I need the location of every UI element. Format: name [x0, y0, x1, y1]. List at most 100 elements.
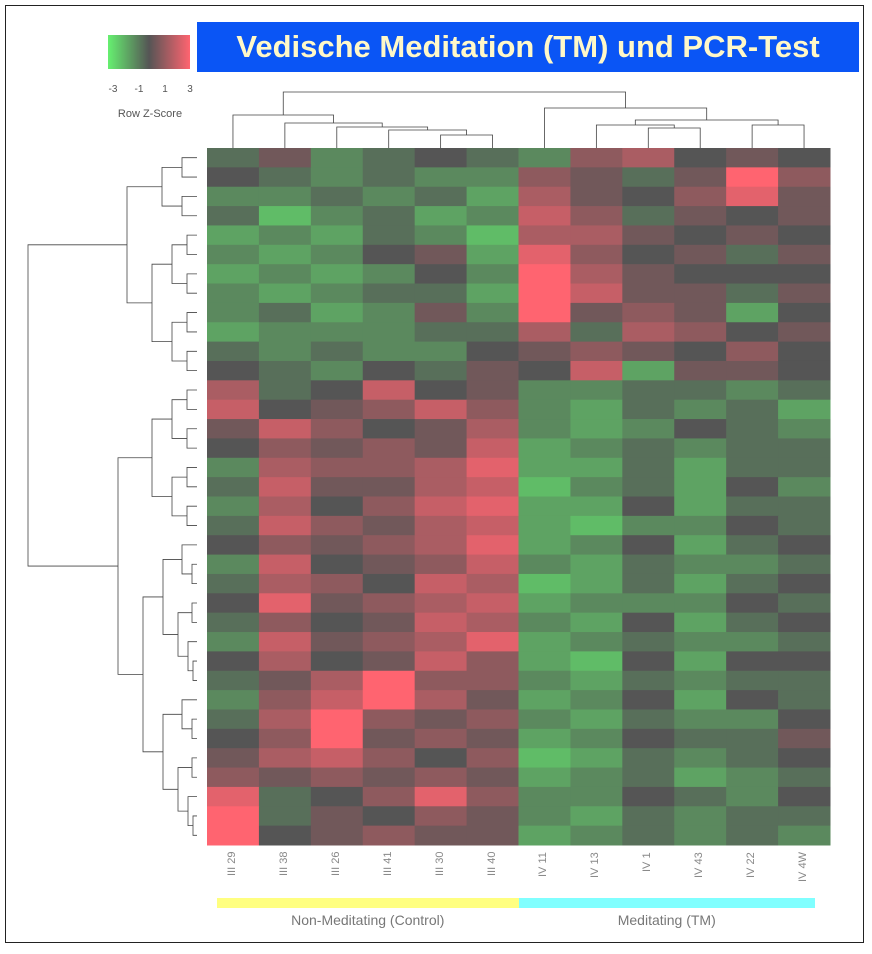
heatmap-cell	[518, 457, 571, 478]
heatmap-cell	[207, 593, 260, 614]
heatmap-cell	[207, 554, 260, 575]
heatmap-cell	[207, 728, 260, 749]
heatmap-cell	[207, 380, 260, 401]
heatmap-cell	[466, 496, 519, 517]
heatmap-cell	[778, 554, 831, 575]
heatmap-cell	[674, 535, 727, 556]
heatmap-cell	[310, 264, 364, 285]
row-dendrogram-link	[181, 196, 197, 217]
heatmap-cell	[622, 748, 675, 769]
heatmap-cell	[518, 612, 571, 633]
heatmap-cell	[466, 283, 519, 304]
heatmap-cell	[726, 206, 779, 226]
heatmap-cell	[674, 825, 727, 846]
heatmap-cell	[310, 806, 364, 827]
heatmap-cell	[207, 515, 260, 536]
heatmap-cell	[518, 786, 571, 807]
heatmap-cell	[362, 341, 416, 362]
color-key-tick: 1	[162, 84, 168, 95]
heatmap-cell	[466, 419, 519, 439]
row-dendrogram-link	[186, 467, 197, 488]
heatmap-cell	[778, 593, 831, 614]
heatmap-cell	[674, 651, 727, 672]
heatmap-cell	[207, 283, 260, 304]
heatmap-cell	[258, 360, 312, 381]
heatmap-cell	[622, 322, 675, 343]
heatmap-cell	[207, 825, 260, 846]
heatmap-cell	[674, 554, 727, 575]
color-key-title: Row Z-Score	[117, 108, 183, 120]
heatmap-cell	[778, 535, 831, 556]
heatmap-cell	[362, 632, 416, 652]
heatmap-cell	[466, 457, 519, 478]
heatmap-cell	[258, 767, 312, 788]
heatmap-cell	[258, 399, 312, 420]
heatmap-cell	[622, 206, 675, 226]
figure-frame	[5, 5, 864, 943]
heatmap-cell	[622, 612, 675, 633]
heatmap-cell	[518, 670, 571, 691]
heatmap-cell	[258, 748, 312, 769]
heatmap-cell	[414, 554, 468, 575]
heatmap-cell	[258, 806, 312, 827]
heatmap-cell	[778, 283, 831, 304]
heatmap-cell	[414, 728, 468, 749]
heatmap-cell	[258, 728, 312, 749]
column-label: III 29	[225, 852, 238, 877]
heatmap-cell	[466, 632, 519, 652]
column-label: III 38	[277, 852, 290, 877]
heatmap-cell	[258, 148, 312, 168]
heatmap-cell	[518, 767, 571, 788]
heatmap-cell	[518, 438, 571, 459]
heatmap-cell	[258, 612, 312, 633]
heatmap-cell	[362, 612, 416, 633]
heatmap-cell	[726, 767, 779, 788]
heatmap-cell	[362, 283, 416, 304]
heatmap-cell	[258, 206, 312, 226]
row-dendrogram-link	[171, 244, 187, 284]
heatmap-cell	[622, 670, 675, 691]
heatmap-cell	[362, 225, 416, 246]
row-dendrogram-link	[161, 166, 182, 207]
row-dendrogram-link	[191, 757, 197, 778]
heatmap-cell	[207, 302, 260, 323]
heatmap-cell	[726, 225, 779, 246]
heatmap-cell	[414, 148, 468, 168]
heatmap-cell	[726, 302, 779, 323]
heatmap-cell	[726, 593, 779, 614]
heatmap-cell	[466, 302, 519, 323]
heatmap-cell	[258, 438, 312, 459]
heatmap-cell	[414, 302, 468, 323]
heatmap-cell	[310, 670, 364, 691]
heatmap-cell	[466, 206, 519, 226]
heatmap-cell	[726, 632, 779, 652]
color-key-tick: -1	[134, 84, 144, 95]
heatmap-cell	[778, 515, 831, 536]
heatmap-cell	[622, 786, 675, 807]
heatmap-cell	[726, 573, 779, 594]
column-label: III 30	[433, 852, 446, 877]
heatmap-cell	[570, 573, 623, 594]
heatmap-cell	[310, 206, 364, 226]
heatmap-cell	[778, 341, 831, 362]
color-key-tick: -3	[108, 84, 118, 95]
heatmap-cell	[414, 419, 468, 439]
heatmap-cell	[726, 806, 779, 827]
heatmap-cell	[622, 496, 675, 517]
heatmap-cell	[518, 515, 571, 536]
heatmap-cell	[207, 496, 260, 517]
heatmap-cell	[674, 322, 727, 343]
heatmap-cell	[674, 748, 727, 769]
heatmap-cell	[778, 767, 831, 788]
heatmap-cell	[518, 748, 571, 769]
heatmap-cell	[518, 477, 571, 497]
heatmap-cell	[207, 167, 260, 188]
heatmap-cell	[258, 632, 312, 652]
heatmap-cell	[414, 380, 468, 401]
column-label: IV 11	[537, 852, 550, 877]
heatmap-cell	[570, 632, 623, 652]
heatmap-cell	[674, 438, 727, 459]
heatmap-cell	[778, 419, 831, 439]
heatmap-cell	[726, 360, 779, 381]
heatmap-cell	[310, 225, 364, 246]
